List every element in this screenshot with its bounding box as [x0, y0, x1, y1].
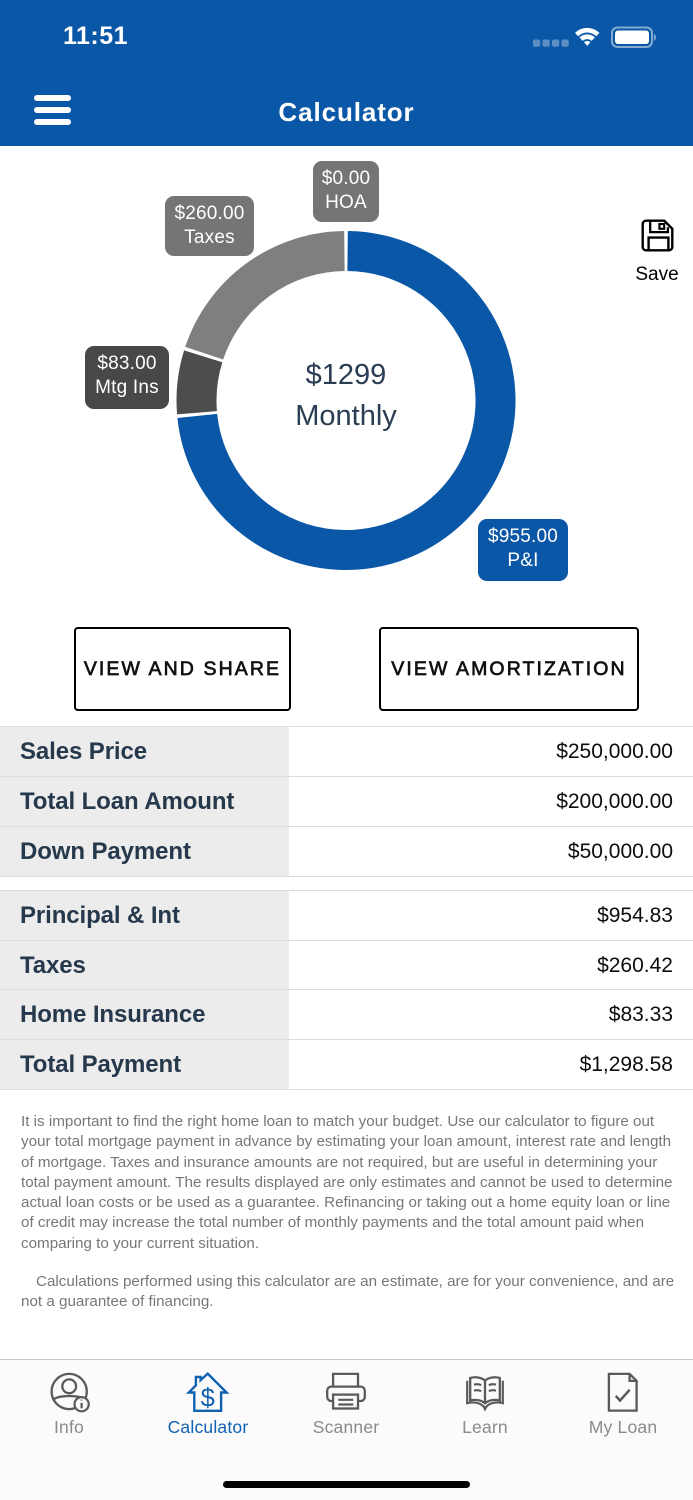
- svg-text:$: $: [201, 1384, 215, 1412]
